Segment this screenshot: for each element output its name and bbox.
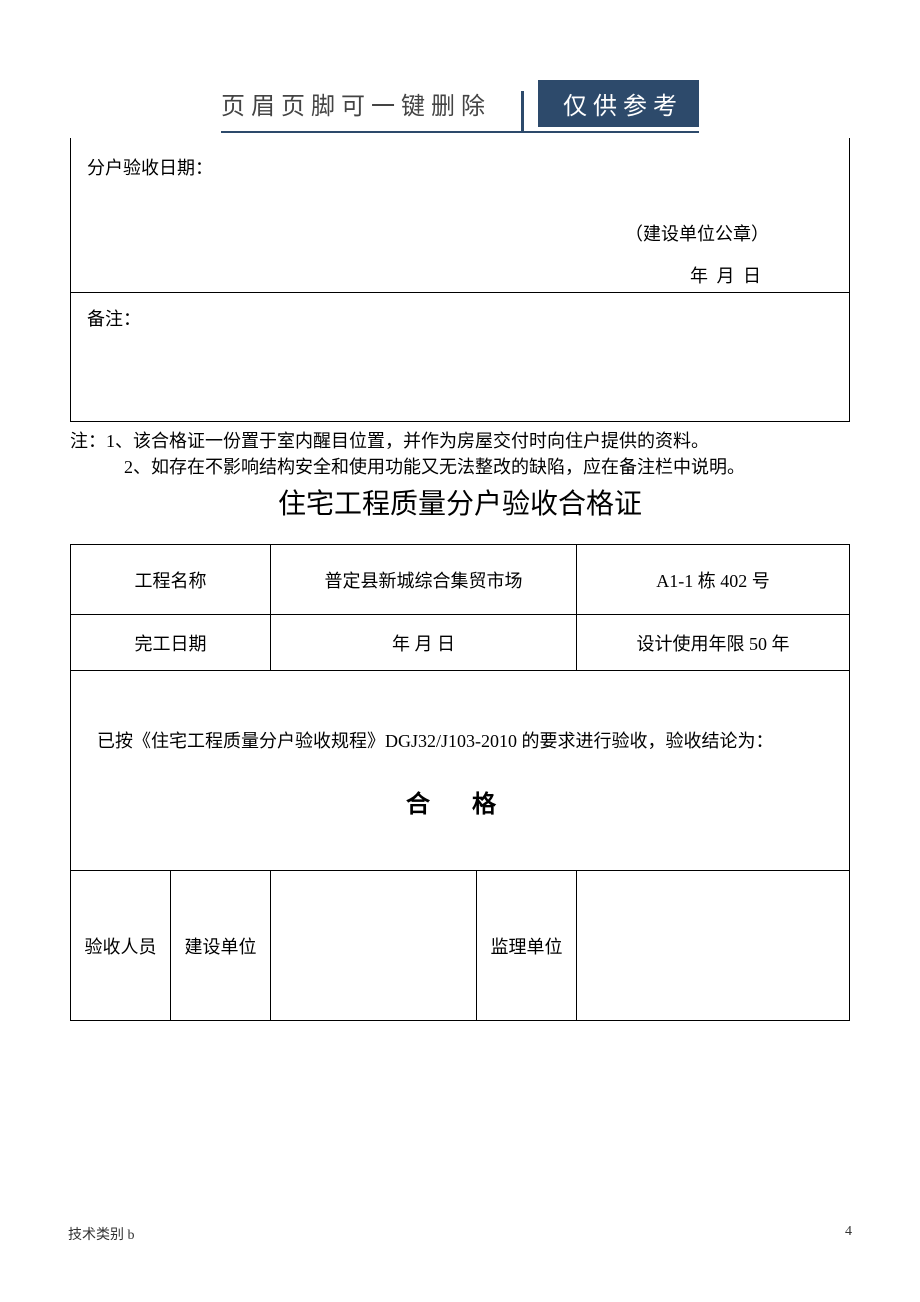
conclusion-pass: 合 格 bbox=[97, 784, 823, 819]
header-inner: 页眉页脚可一键删除 仅供参考 bbox=[221, 80, 699, 133]
header-divider bbox=[521, 91, 524, 131]
project-name-value: 普定县新城综合集贸市场 bbox=[271, 545, 577, 615]
sign-construction-unit-label: 建设单位 bbox=[171, 871, 271, 1021]
page-content: 分户验收日期： （建设单位公章） 年 月 日 备注： 注：1、该合格证一份置于室… bbox=[70, 138, 850, 1021]
footer-category: 技术类别 b bbox=[68, 1224, 135, 1244]
project-name-label: 工程名称 bbox=[71, 545, 271, 615]
header-reference-badge: 仅供参考 bbox=[538, 80, 699, 127]
acceptance-date-row: 分户验收日期： （建设单位公章） 年 月 日 bbox=[71, 138, 849, 293]
sign-supervision-unit-value bbox=[577, 871, 850, 1021]
remarks-row: 备注： bbox=[71, 293, 849, 421]
notes-prefix: 注： bbox=[70, 431, 106, 451]
unit-number-value: A1-1 栋 402 号 bbox=[577, 545, 850, 615]
certificate-title: 住宅工程质量分户验收合格证 bbox=[70, 482, 850, 522]
table-row-signatures: 验收人员 建设单位 监理单位 bbox=[71, 871, 850, 1021]
page-header: 页眉页脚可一键删除 仅供参考 bbox=[0, 80, 920, 133]
construction-unit-stamp-label: （建设单位公章） bbox=[625, 220, 769, 246]
header-removable-text: 页眉页脚可一键删除 bbox=[221, 86, 515, 121]
sign-supervision-unit-label: 监理单位 bbox=[477, 871, 577, 1021]
notes-block: 注：1、该合格证一份置于室内醒目位置，并作为房屋交付时向住户提供的资料。 2、如… bbox=[70, 428, 850, 480]
conclusion-cell: 已按《住宅工程质量分户验收规程》DGJ32/J103-2010 的要求进行验收，… bbox=[71, 671, 850, 871]
table-row-project: 工程名称 普定县新城综合集贸市场 A1-1 栋 402 号 bbox=[71, 545, 850, 615]
footer-page-number: 4 bbox=[845, 1224, 852, 1244]
table-row-conclusion: 已按《住宅工程质量分户验收规程》DGJ32/J103-2010 的要求进行验收，… bbox=[71, 671, 850, 871]
conclusion-text: 已按《住宅工程质量分户验收规程》DGJ32/J103-2010 的要求进行验收，… bbox=[97, 722, 823, 762]
note-1-text: 1、该合格证一份置于室内醒目位置，并作为房屋交付时向住户提供的资料。 bbox=[106, 431, 709, 451]
completion-date-value: 年 月 日 bbox=[271, 615, 577, 671]
certificate-table: 工程名称 普定县新城综合集贸市场 A1-1 栋 402 号 完工日期 年 月 日… bbox=[70, 544, 850, 1021]
page-footer: 技术类别 b 4 bbox=[68, 1224, 852, 1244]
upper-info-box: 分户验收日期： （建设单位公章） 年 月 日 备注： bbox=[70, 138, 850, 422]
note-line-1: 注：1、该合格证一份置于室内醒目位置，并作为房屋交付时向住户提供的资料。 bbox=[70, 428, 850, 454]
sign-inspector-label: 验收人员 bbox=[71, 871, 171, 1021]
completion-date-label: 完工日期 bbox=[71, 615, 271, 671]
acceptance-date-label: 分户验收日期： bbox=[87, 158, 213, 178]
note-line-2: 2、如存在不影响结构安全和使用功能又无法整改的缺陷，应在备注栏中说明。 bbox=[70, 454, 850, 480]
remarks-label: 备注： bbox=[87, 309, 141, 329]
sign-construction-unit-value bbox=[271, 871, 477, 1021]
stamp-date-placeholder: 年 月 日 bbox=[690, 262, 763, 288]
design-life-value: 设计使用年限 50 年 bbox=[577, 615, 850, 671]
table-row-completion: 完工日期 年 月 日 设计使用年限 50 年 bbox=[71, 615, 850, 671]
